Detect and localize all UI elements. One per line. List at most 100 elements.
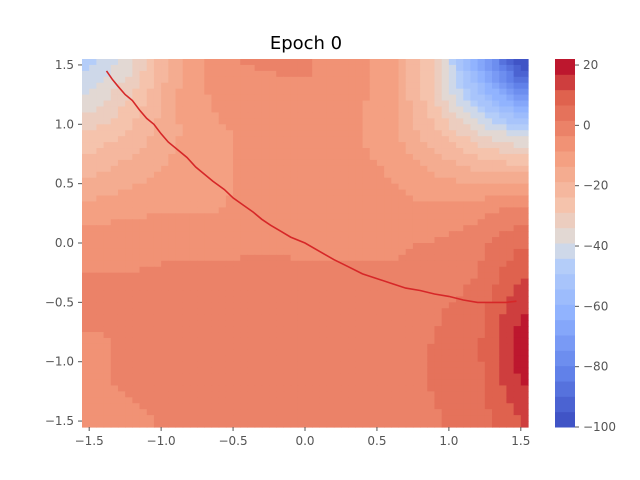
heatmap-cell [369, 355, 378, 363]
heatmap-cell [412, 337, 421, 345]
heatmap-cell [276, 225, 285, 232]
heatmap-cell [333, 237, 342, 244]
heatmap-cell [182, 159, 191, 167]
heatmap-cell [117, 148, 126, 155]
heatmap-cell [340, 88, 349, 96]
heatmap-cell [420, 183, 428, 191]
heatmap-cell [261, 385, 270, 392]
heatmap-cell [182, 171, 191, 179]
heatmap-cell [175, 106, 184, 114]
heatmap-cell [305, 118, 313, 125]
heatmap-cell [319, 272, 328, 280]
heatmap-cell [412, 183, 421, 191]
heatmap-cell [269, 379, 277, 387]
heatmap-cell [161, 177, 169, 185]
heatmap-cell [117, 112, 126, 119]
heatmap-cell [261, 231, 270, 238]
heatmap-cell [506, 195, 515, 203]
heatmap-cell [211, 373, 220, 381]
heatmap-cell [269, 290, 277, 298]
heatmap-cell [125, 243, 133, 250]
heatmap-cell [412, 100, 421, 108]
heatmap-cell [513, 385, 522, 392]
heatmap-cell [484, 59, 493, 66]
heatmap-cell [254, 231, 263, 238]
heatmap-cell [384, 159, 392, 167]
heatmap-cell [283, 361, 292, 369]
heatmap-cell [276, 349, 285, 357]
heatmap-cell [319, 349, 328, 357]
heatmap-cell [276, 308, 285, 315]
heatmap-cell [276, 314, 285, 321]
heatmap-cell [247, 165, 256, 173]
heatmap-cell [182, 314, 191, 321]
heatmap-cell [139, 201, 148, 208]
heatmap-cell [520, 260, 529, 268]
heatmap-cell [204, 59, 213, 66]
heatmap-cell [146, 421, 155, 428]
heatmap-cell [506, 391, 515, 398]
heatmap-cell [132, 207, 141, 214]
heatmap-cell [470, 421, 479, 428]
heatmap-cell [391, 118, 400, 125]
heatmap-cell [247, 94, 256, 102]
heatmap-cell [261, 355, 270, 363]
heatmap-cell [362, 64, 371, 72]
heatmap-cell [197, 189, 205, 197]
heatmap-cell [499, 302, 508, 309]
heatmap-cell [225, 207, 234, 214]
heatmap-cell [520, 94, 529, 102]
heatmap-cell [197, 332, 205, 339]
heatmap-cell [492, 106, 500, 114]
heatmap-cell [484, 207, 493, 214]
heatmap-cell [189, 94, 198, 102]
heatmap-cell [247, 284, 256, 292]
heatmap-cell [420, 213, 428, 220]
heatmap-cell [412, 207, 421, 214]
heatmap-cell [233, 373, 241, 381]
heatmap-cell [470, 118, 479, 125]
heatmap-cell [175, 337, 184, 345]
heatmap-cell [391, 361, 400, 369]
heatmap-cell [333, 248, 342, 256]
heatmap-cell [168, 302, 177, 309]
heatmap-cell [398, 260, 407, 268]
heatmap-cell [290, 266, 299, 274]
heatmap-cell [132, 337, 141, 345]
heatmap-cell [412, 159, 421, 167]
heatmap-cell [261, 142, 270, 149]
heatmap-cell [276, 379, 285, 387]
heatmap-cell [463, 343, 472, 351]
heatmap-cell [470, 124, 479, 131]
heatmap-cell [218, 254, 227, 262]
heatmap-cell [204, 332, 213, 339]
colorbar-tick-label: −40 [583, 239, 608, 253]
heatmap-cell [340, 367, 349, 375]
heatmap-cell [412, 367, 421, 375]
heatmap-cell [362, 343, 371, 351]
heatmap-cell [276, 391, 285, 398]
heatmap-cell [233, 94, 241, 102]
heatmap-cell [412, 118, 421, 125]
heatmap-cell [290, 195, 299, 203]
heatmap-cell [254, 82, 263, 90]
heatmap-cell [276, 219, 285, 226]
heatmap-cell [492, 165, 500, 173]
heatmap-cell [240, 201, 249, 208]
heatmap-cell [484, 159, 493, 167]
heatmap-cell [470, 373, 479, 381]
heatmap-cell [405, 296, 414, 303]
heatmap-cell [132, 349, 141, 357]
heatmap-cell [355, 231, 364, 238]
x-tick-label: −1.0 [147, 434, 176, 448]
heatmap-cell [384, 136, 392, 143]
heatmap-cell [319, 248, 328, 256]
heatmap-cell [89, 189, 97, 197]
heatmap-cell [233, 320, 241, 327]
heatmap-cell [254, 314, 263, 321]
heatmap-cell [276, 59, 285, 66]
heatmap-cell [405, 373, 414, 381]
heatmap-cell [376, 266, 385, 274]
heatmap-cell [463, 266, 472, 274]
heatmap-cell [412, 266, 421, 274]
